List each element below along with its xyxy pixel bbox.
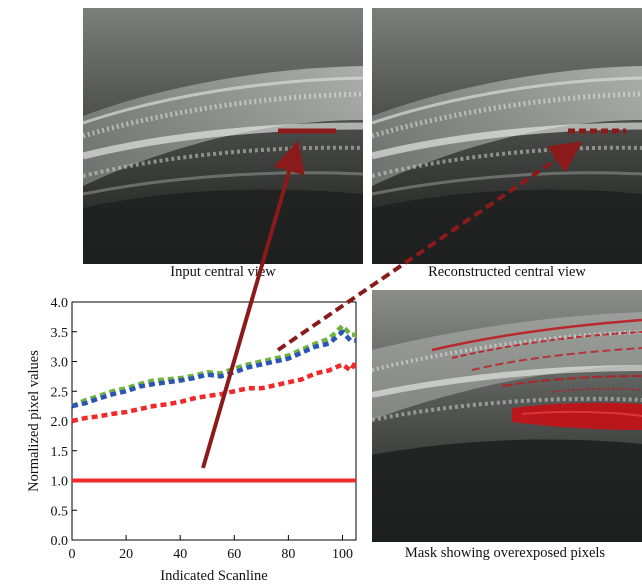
- pixel-values-chart: 0.0 0.5 1.0 1.5 2.0 2.5 3.0 3.5 4.0 0 20 40 60 80 100…: [26, 296, 358, 584]
- input-view-image: [83, 8, 363, 264]
- x-tick-label: 80: [281, 547, 295, 562]
- y-tick-label: 3.0: [51, 356, 69, 371]
- x-axis-ticks: 0 20 40 60 80 100: [69, 535, 353, 562]
- mask-view-caption: Mask showing overexposed pixels: [404, 545, 606, 561]
- x-tick-label: 60: [227, 547, 241, 562]
- y-tick-label: 2.5: [51, 385, 69, 400]
- y-tick-label: 0.5: [51, 504, 69, 519]
- mask-view-panel: [372, 290, 642, 542]
- reconstructed-view-panel: [372, 8, 642, 264]
- y-axis-ticks: 0.0 0.5 1.0 1.5 2.0 2.5 3.0 3.5 4.0: [51, 296, 77, 549]
- x-tick-label: 40: [173, 547, 187, 562]
- y-tick-label: 3.5: [51, 326, 69, 341]
- x-axis-label: Indicated Scanline: [160, 568, 268, 584]
- input-view-panel: [83, 8, 363, 264]
- input-view-caption: Input central view: [170, 264, 276, 280]
- y-tick-label: 4.0: [51, 296, 69, 311]
- x-tick-label: 0: [69, 547, 76, 562]
- plot-area: [71, 301, 357, 541]
- y-tick-label: 1.5: [51, 445, 69, 460]
- overexposed-pixel-mask: [431, 318, 642, 430]
- y-tick-label: 1.0: [51, 475, 69, 490]
- reconstructed-view-caption: Reconstructed central view: [428, 264, 586, 280]
- y-axis-label: Normalized pixel values: [26, 350, 42, 492]
- x-tick-label: 20: [119, 547, 133, 562]
- reconstructed-view-image: [372, 8, 642, 264]
- x-tick-label: 100: [332, 547, 353, 562]
- y-tick-label: 0.0: [51, 534, 69, 549]
- mask-view-image: [372, 290, 642, 542]
- y-tick-label: 2.0: [51, 415, 69, 430]
